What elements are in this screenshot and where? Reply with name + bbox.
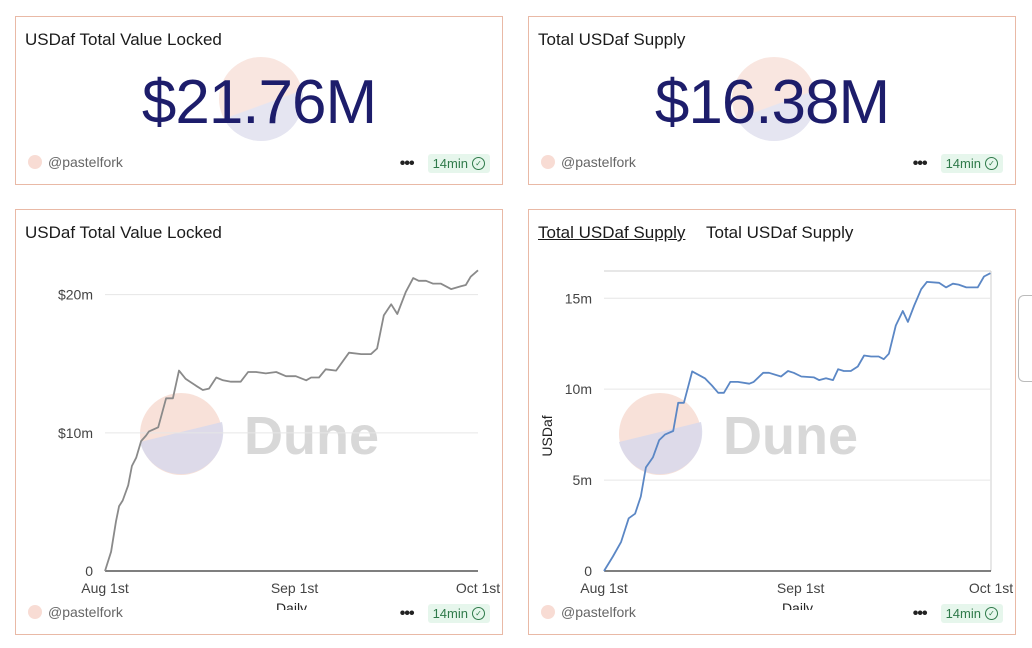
x-tick-label: Sep 1st (271, 580, 319, 596)
x-axis-title: Daily (782, 600, 813, 610)
x-tick-label: Sep 1st (777, 580, 825, 596)
chart-title: USDaf Total Value Locked (25, 223, 222, 242)
x-tick-label: Oct 1st (456, 580, 500, 596)
author-name: @pastelfork (48, 154, 123, 170)
author-link[interactable]: @pastelfork (541, 154, 636, 170)
y-tick-label: $10m (58, 425, 93, 441)
y-tick-label: 10m (565, 381, 592, 397)
check-circle-icon: ✓ (985, 157, 998, 170)
refresh-status-badge[interactable]: 14min ✓ (427, 154, 490, 173)
more-options-button[interactable]: ••• (912, 604, 928, 622)
refresh-status-badge[interactable]: 14min ✓ (940, 154, 1003, 173)
tvl-counter-card: USDaf Total Value Locked $21.76M @pastel… (15, 16, 503, 185)
supply-counter-card: Total USDaf Supply $16.38M @pastelfork •… (528, 16, 1016, 185)
refresh-status-badge[interactable]: 14min ✓ (427, 604, 490, 623)
tab-total-usdaf-supply[interactable]: Total USDaf Supply (706, 223, 854, 242)
avatar (541, 605, 555, 619)
card-footer-actions: ••• 14min ✓ (913, 604, 1003, 623)
dune-watermark-logo (219, 57, 303, 141)
dune-watermark-logo-lower (140, 422, 224, 475)
tvl-chart-card: USDaf Total Value Locked Dune 0 $10m $20m Au… (15, 209, 503, 635)
age-label: 14min (432, 606, 468, 621)
card-title: Total USDaf Supply (538, 30, 686, 49)
tab-total-usdaf-supply-active[interactable]: Total USDaf Supply (538, 223, 686, 242)
y-tick-label: 0 (584, 563, 592, 579)
check-circle-icon: ✓ (472, 157, 485, 170)
y-tick-label: 5m (573, 472, 592, 488)
tvl-line-chart: Dune 0 $10m $20m Aug 1st Sep 1st Oct 1st Daily (58, 269, 500, 610)
age-label: 14min (945, 606, 981, 621)
refresh-status-badge[interactable]: 14min ✓ (940, 604, 1003, 623)
supply-line-chart: Dune 0 5m 10m 15m Aug 1st Sep 1st Oct 1st Daily U… (539, 270, 1013, 610)
counter-value: $21.76M (141, 68, 377, 137)
counter-value: $16.38M (654, 68, 890, 137)
side-panel-handle[interactable] (1018, 295, 1032, 382)
author-link[interactable]: @pastelfork (28, 154, 123, 170)
x-tick-label: Aug 1st (81, 580, 129, 596)
dune-watermark-text: Dune (723, 406, 858, 466)
age-label: 14min (432, 156, 468, 171)
avatar (28, 155, 42, 169)
avatar (28, 605, 42, 619)
dune-watermark-text: Dune (244, 406, 379, 466)
check-circle-icon: ✓ (472, 607, 485, 620)
author-link[interactable]: @pastelfork (28, 604, 123, 620)
dune-watermark-logo (732, 57, 816, 141)
card-footer-actions: ••• 14min ✓ (400, 154, 490, 173)
dune-watermark-logo-lower (619, 422, 703, 475)
author-name: @pastelfork (561, 154, 636, 170)
more-options-button[interactable]: ••• (399, 154, 415, 172)
card-title: USDaf Total Value Locked (25, 30, 222, 49)
y-tick-label: $20m (58, 287, 93, 303)
x-axis-title: Daily (276, 600, 307, 610)
y-tick-label: 0 (85, 563, 93, 579)
age-label: 14min (945, 156, 981, 171)
supply-chart-card: Total USDaf Supply Total USDaf Supply Du… (528, 209, 1016, 635)
x-tick-label: Aug 1st (580, 580, 628, 596)
card-footer-actions: ••• 14min ✓ (913, 154, 1003, 173)
y-tick-label: 15m (565, 290, 592, 306)
x-tick-label: Oct 1st (969, 580, 1013, 596)
check-circle-icon: ✓ (985, 607, 998, 620)
more-options-button[interactable]: ••• (399, 604, 415, 622)
series-line (603, 272, 991, 572)
y-axis-title: USDaf (539, 415, 555, 456)
card-footer-actions: ••• 14min ✓ (400, 604, 490, 623)
series-line (104, 269, 479, 572)
author-link[interactable]: @pastelfork (541, 604, 636, 620)
more-options-button[interactable]: ••• (912, 154, 928, 172)
author-name: @pastelfork (48, 604, 123, 620)
avatar (541, 155, 555, 169)
author-name: @pastelfork (561, 604, 636, 620)
